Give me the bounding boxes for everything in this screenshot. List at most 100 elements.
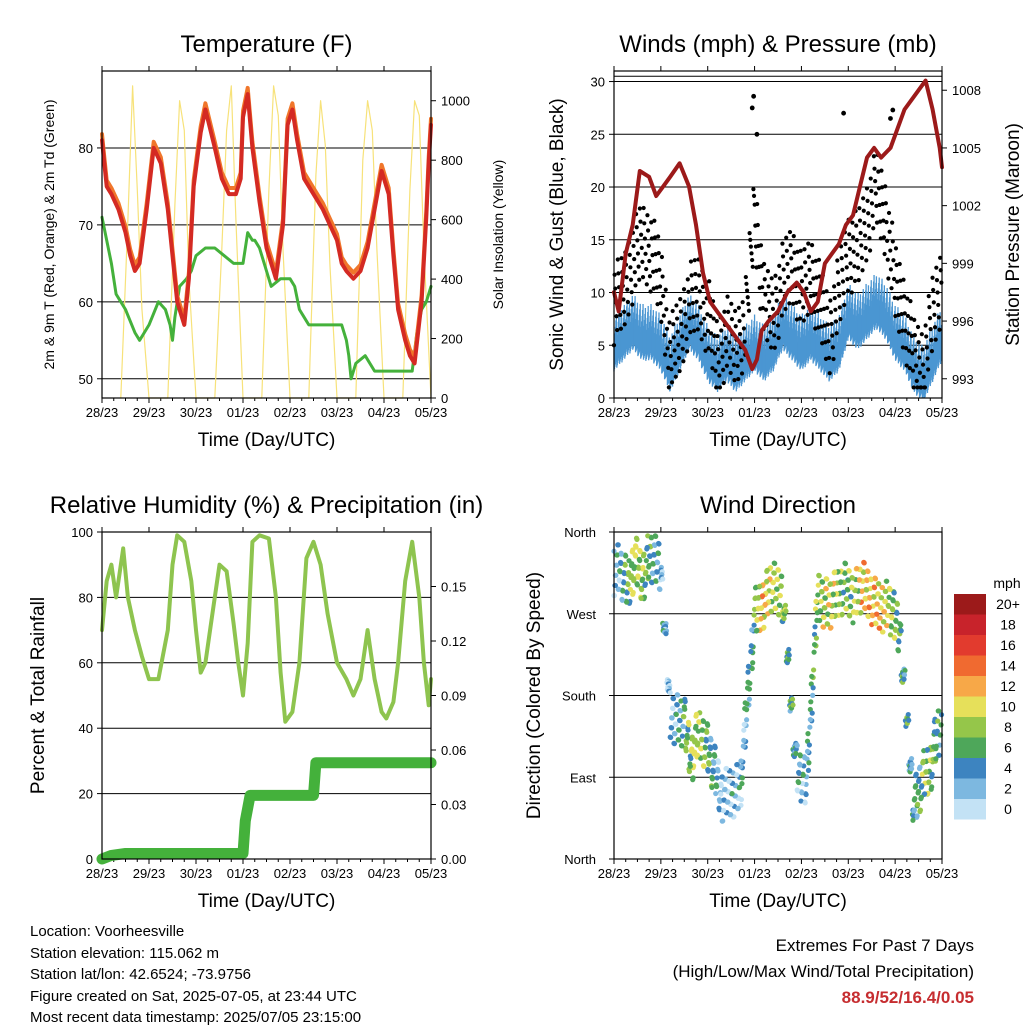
direction-point <box>729 790 735 797</box>
y-tick-label: South <box>562 689 596 704</box>
gust-point <box>695 313 700 318</box>
gust-point <box>785 274 791 280</box>
latlon-text: Station lat/lon: 42.6524; -73.9756 <box>30 966 252 983</box>
gust-point <box>633 283 638 288</box>
x-tick-label: 04/23 <box>368 866 401 881</box>
direction-point <box>677 718 683 724</box>
direction-point <box>812 624 818 630</box>
direction-point <box>873 621 879 627</box>
direction-point <box>649 580 655 586</box>
direction-point <box>936 752 942 758</box>
direction-point <box>807 716 813 723</box>
gust-point <box>905 313 911 319</box>
gust-point <box>771 320 776 325</box>
y-tick-label: 80 <box>79 141 93 156</box>
direction-point <box>859 588 865 594</box>
direction-point <box>915 801 921 807</box>
plot-frame <box>101 70 432 399</box>
gust-point <box>658 301 663 306</box>
gust-point <box>768 345 774 350</box>
direction-point <box>653 533 659 539</box>
gust-point <box>720 354 725 359</box>
gust-point <box>615 327 620 333</box>
direction-point <box>667 690 673 696</box>
gust-point <box>879 168 884 173</box>
gust-point <box>873 191 878 196</box>
y-axis-right-title: Station Pressure (Maroon) <box>1003 123 1024 346</box>
gust-point <box>854 223 859 228</box>
direction-point <box>705 768 711 774</box>
legend-swatch <box>954 614 986 635</box>
gust-point <box>715 347 721 352</box>
y-tick-right-label: 1000 <box>441 94 470 109</box>
direction-point <box>849 575 856 581</box>
gust-point <box>888 116 893 121</box>
direction-point <box>677 708 684 714</box>
gust-point <box>661 313 666 318</box>
x-tick-label: 03/23 <box>832 405 865 420</box>
direction-point <box>681 714 687 720</box>
gust-point <box>621 309 627 315</box>
gust-point <box>784 248 789 253</box>
direction-point <box>718 791 724 797</box>
direction-point <box>885 603 892 609</box>
gust-point <box>644 266 649 272</box>
x-tick-label: 04/23 <box>879 866 912 881</box>
panel-humidity-precip: Relative Humidity (%) & Precipitation (i… <box>28 492 483 912</box>
direction-point <box>829 613 835 619</box>
gust-point <box>781 267 786 272</box>
gust-point <box>763 292 768 297</box>
direction-point <box>870 613 876 619</box>
gust-point <box>883 184 888 189</box>
gust-point <box>845 277 850 282</box>
gust-point <box>640 259 645 265</box>
direction-point <box>716 807 723 813</box>
gust-point <box>772 333 777 338</box>
gust-point <box>797 299 802 304</box>
direction-point <box>745 679 751 685</box>
gust-point <box>881 235 887 240</box>
y-tick-label: 5 <box>598 338 605 353</box>
gust-point <box>705 312 710 317</box>
gust-point <box>768 330 773 335</box>
gust-point <box>828 310 834 315</box>
gust-point <box>796 266 801 271</box>
gust-point <box>797 316 803 321</box>
direction-point <box>651 552 657 558</box>
y-tick-right-label: 996 <box>952 314 974 329</box>
direction-point <box>811 641 818 648</box>
direction-point <box>874 611 880 617</box>
direction-point <box>858 609 864 616</box>
direction-point <box>895 648 902 654</box>
gust-point <box>897 329 902 334</box>
gust-point <box>828 298 833 303</box>
gust-point <box>887 229 892 234</box>
gust-point <box>920 347 925 352</box>
direction-point <box>740 743 746 749</box>
gust-point <box>678 297 683 302</box>
direction-point <box>687 763 693 769</box>
y-tick-label: 80 <box>79 590 93 605</box>
gust-point <box>935 290 940 295</box>
gust-point <box>839 256 844 261</box>
direction-point <box>908 756 915 762</box>
direction-point <box>807 724 813 730</box>
direction-point <box>764 578 770 584</box>
direction-point <box>634 582 641 588</box>
gust-point <box>930 275 935 280</box>
direction-point <box>694 752 701 758</box>
direction-point <box>866 605 872 611</box>
gust-point <box>883 201 888 206</box>
direction-point <box>845 577 851 583</box>
gust-point <box>659 254 665 260</box>
gust-point <box>876 169 881 174</box>
direction-point <box>744 685 751 691</box>
gust-point <box>676 355 682 361</box>
x-tick-label: 04/23 <box>368 405 401 420</box>
gust-point <box>866 223 871 228</box>
gust-point <box>732 378 737 383</box>
y-tick-label: 15 <box>591 233 605 248</box>
direction-point <box>842 570 848 576</box>
direction-point <box>782 602 789 608</box>
gust-point <box>896 312 901 318</box>
